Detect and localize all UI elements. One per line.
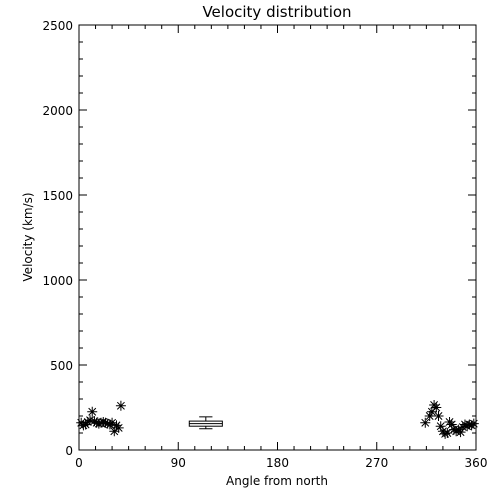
data-point [424,411,435,421]
x-axis-label: Angle from north [226,474,328,488]
data-point [455,427,466,438]
x-tick-label: 0 [75,456,83,470]
data-point [98,416,109,427]
y-axis-label: Velocity (km/s) [21,192,35,281]
data-point [440,428,451,439]
x-tick-label: 270 [365,456,388,470]
y-tick-labels: 0 500 1000 1500 2000 2500 [42,19,73,458]
data-point [102,418,113,429]
y-tick-label: 1000 [42,274,73,288]
y-tick-label: 0 [65,444,73,458]
x-tick-label: 90 [171,456,186,470]
y-tick-label: 2000 [42,104,73,118]
data-point [420,417,431,428]
data-point [435,421,446,432]
x-tick-label: 180 [266,456,289,470]
x-tick-label: 360 [465,456,488,470]
data-point [464,419,475,430]
chart-title: Velocity distribution [202,3,351,21]
data-point [431,402,442,413]
x-tick-labels: 0 90 180 270 360 [75,456,487,470]
data-point [433,411,444,421]
data-point [107,417,118,428]
data-point [468,418,479,429]
axis-ticks [78,24,477,451]
y-tick-label: 2500 [42,19,73,33]
data-point [113,422,124,433]
data-points [76,399,479,439]
data-point [115,400,126,411]
y-tick-label: 1500 [42,189,73,203]
data-point [446,419,457,430]
data-point [109,426,120,437]
plot-area [76,24,479,451]
data-point [85,415,96,426]
plot-frame [78,24,477,451]
data-point [442,428,453,438]
box-plot [188,416,223,430]
data-point [78,420,89,431]
data-point [87,406,98,417]
data-point [426,406,437,417]
y-tick-label: 500 [50,359,73,373]
data-point [100,417,111,428]
data-point [93,418,104,429]
